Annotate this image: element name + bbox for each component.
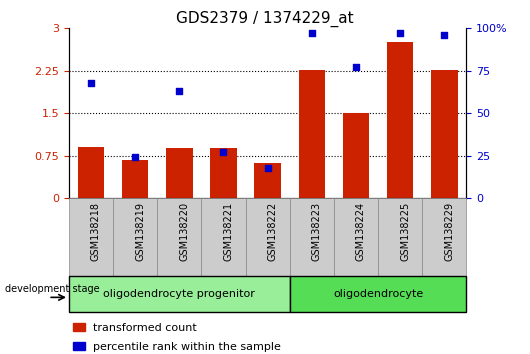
Bar bbox=[73, 323, 85, 331]
Bar bbox=[254, 163, 281, 198]
Point bbox=[131, 155, 139, 160]
Text: GSM138219: GSM138219 bbox=[135, 202, 145, 261]
Point bbox=[263, 165, 272, 171]
Bar bbox=[201, 198, 245, 276]
Bar bbox=[69, 198, 113, 276]
Point bbox=[175, 88, 183, 94]
Text: development stage: development stage bbox=[5, 284, 100, 293]
Text: GDS2379 / 1374229_at: GDS2379 / 1374229_at bbox=[176, 11, 354, 27]
Bar bbox=[166, 148, 192, 198]
Bar bbox=[334, 198, 378, 276]
Bar bbox=[378, 198, 422, 276]
Bar bbox=[210, 148, 237, 198]
Text: GSM138220: GSM138220 bbox=[179, 202, 189, 261]
Point bbox=[396, 30, 404, 36]
Bar bbox=[78, 147, 104, 198]
Text: GSM138218: GSM138218 bbox=[91, 202, 101, 261]
Bar bbox=[245, 198, 290, 276]
Point bbox=[307, 30, 316, 36]
Bar bbox=[73, 342, 85, 350]
Bar bbox=[387, 42, 413, 198]
Bar bbox=[343, 113, 369, 198]
Text: GSM138222: GSM138222 bbox=[268, 202, 278, 261]
Bar bbox=[422, 198, 466, 276]
Point bbox=[352, 64, 360, 70]
Bar bbox=[431, 70, 457, 198]
Text: GSM138224: GSM138224 bbox=[356, 202, 366, 261]
Text: oligodendrocyte progenitor: oligodendrocyte progenitor bbox=[103, 289, 255, 299]
Bar bbox=[290, 198, 334, 276]
Text: GSM138221: GSM138221 bbox=[224, 202, 234, 261]
Bar bbox=[122, 160, 148, 198]
Bar bbox=[69, 276, 290, 312]
Text: oligodendrocyte: oligodendrocyte bbox=[333, 289, 423, 299]
Point bbox=[87, 80, 95, 86]
Point bbox=[219, 149, 228, 155]
Text: GSM138229: GSM138229 bbox=[444, 202, 454, 261]
Text: percentile rank within the sample: percentile rank within the sample bbox=[93, 342, 280, 352]
Bar bbox=[157, 198, 201, 276]
Bar bbox=[290, 276, 466, 312]
Point bbox=[440, 32, 448, 38]
Bar bbox=[113, 198, 157, 276]
Bar bbox=[298, 70, 325, 198]
Text: GSM138225: GSM138225 bbox=[400, 202, 410, 261]
Text: GSM138223: GSM138223 bbox=[312, 202, 322, 261]
Text: transformed count: transformed count bbox=[93, 322, 197, 333]
